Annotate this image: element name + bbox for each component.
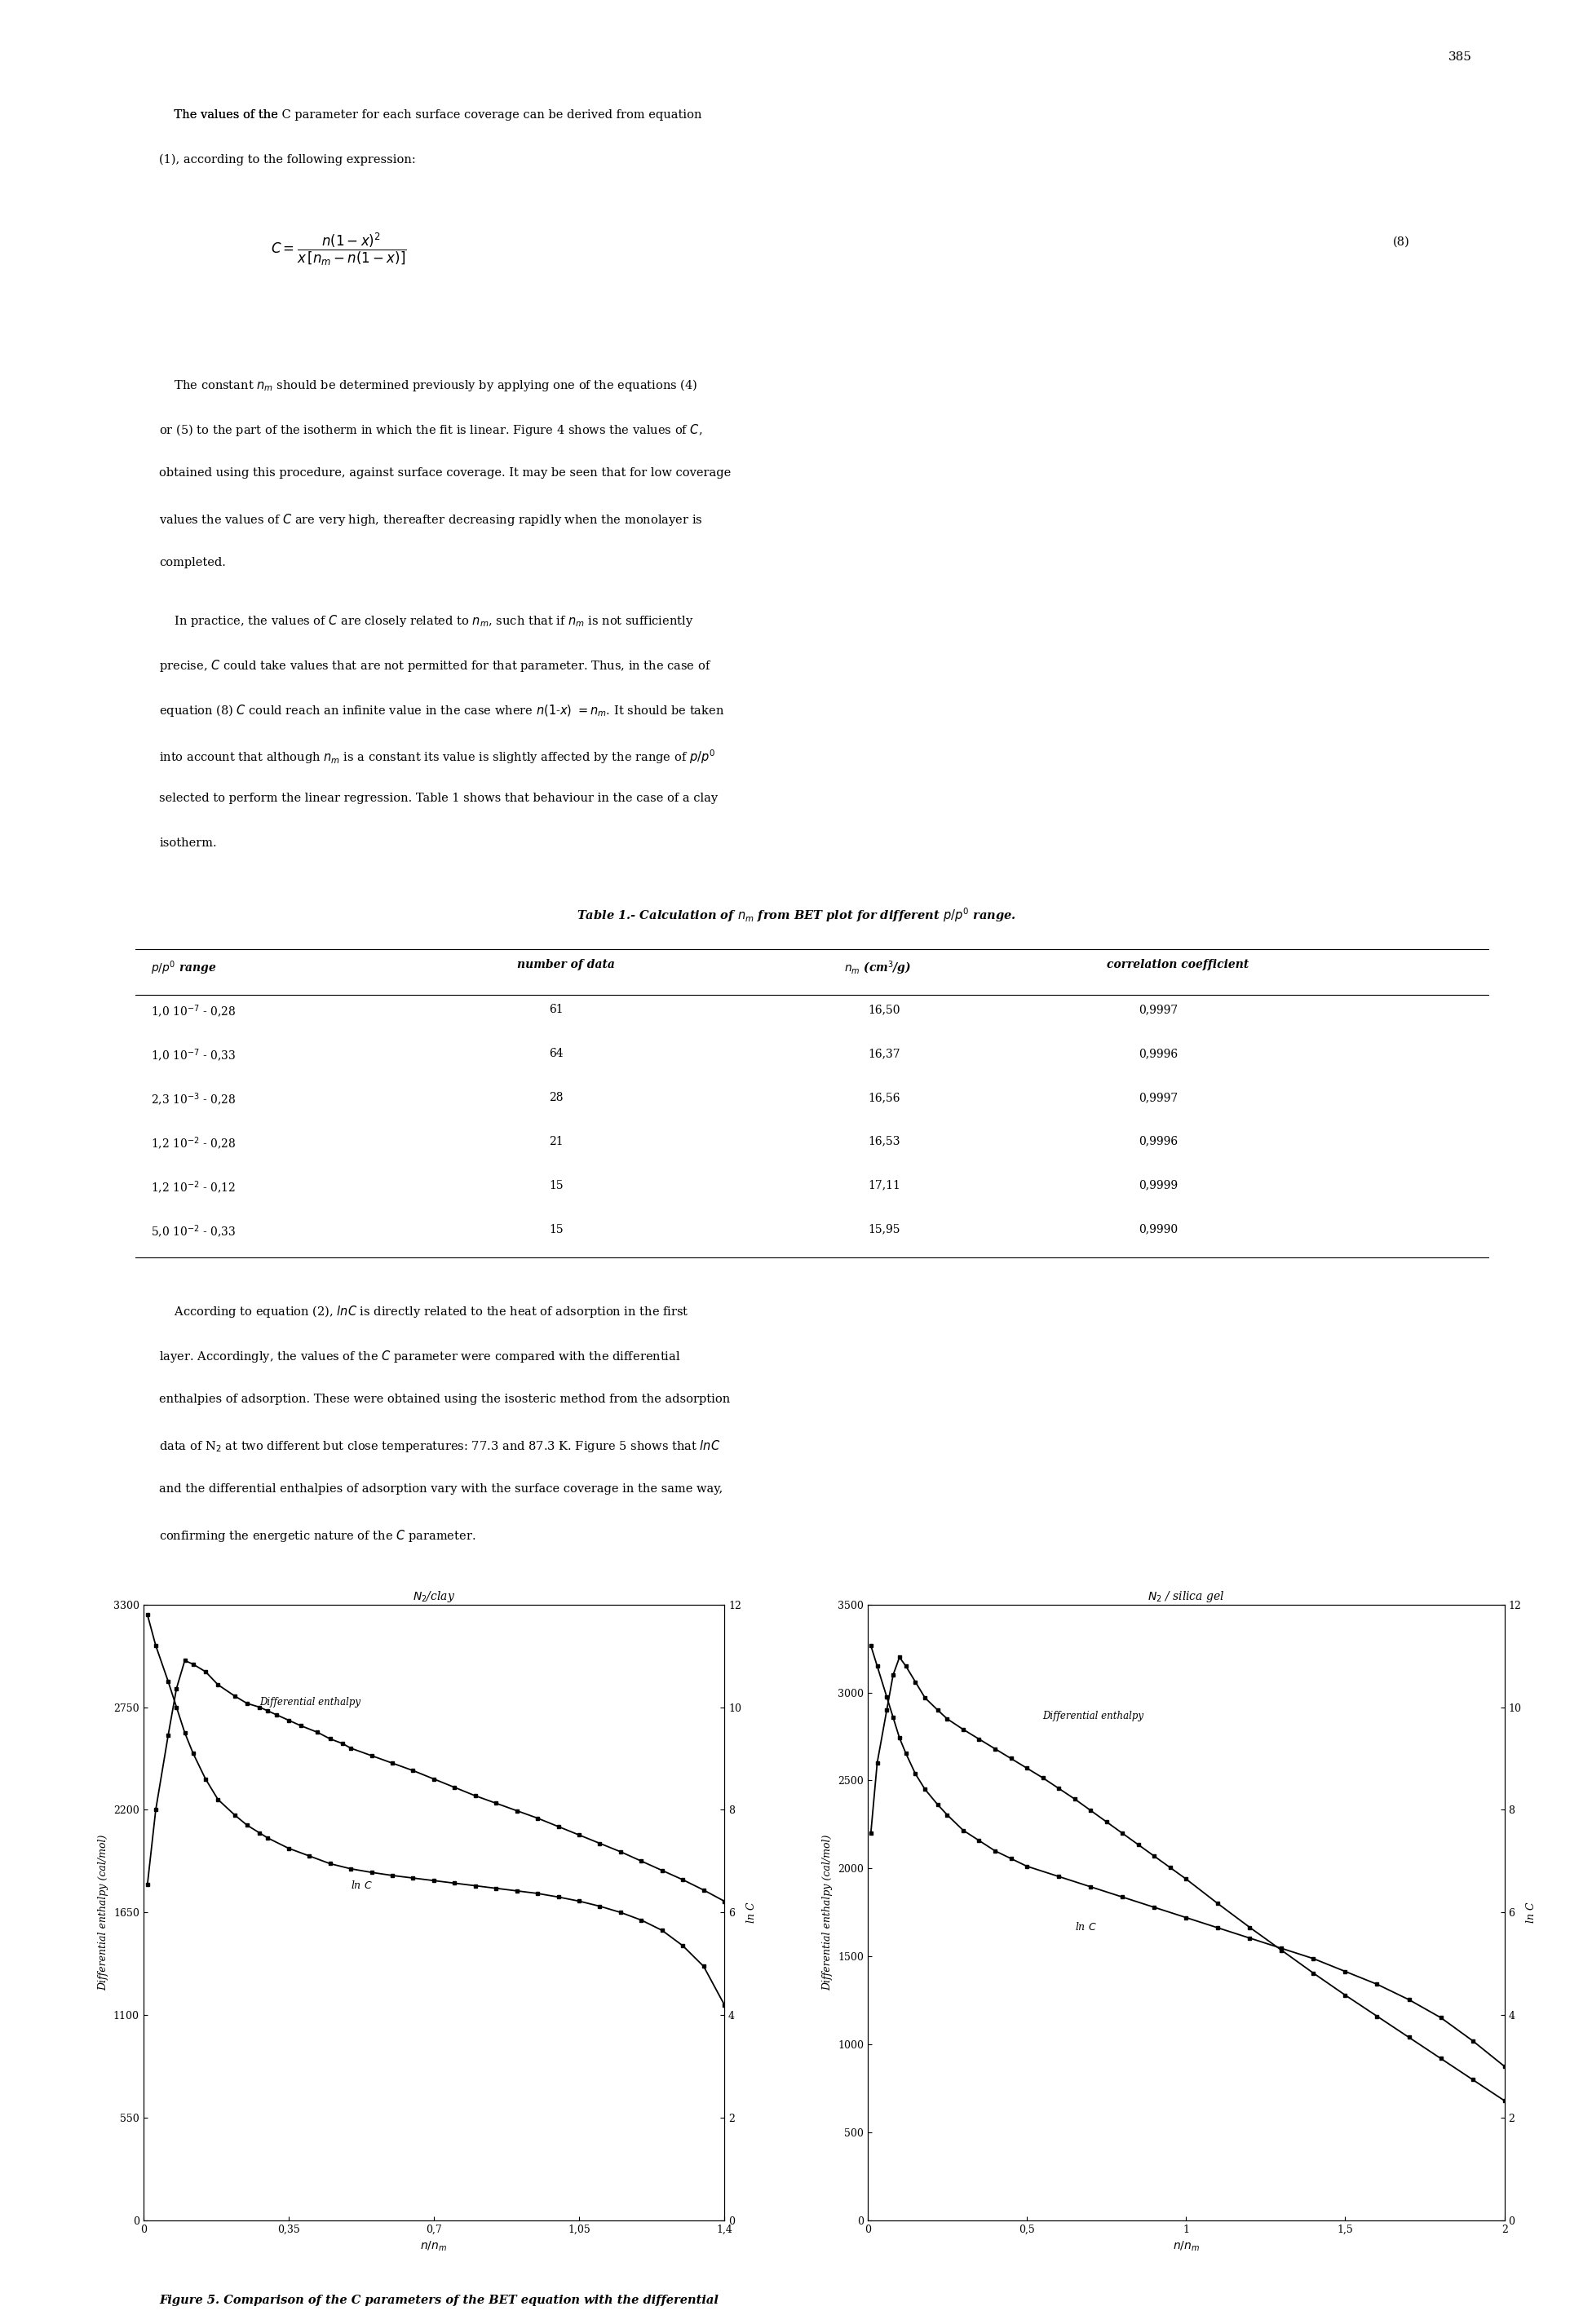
Text: Table 1.- Calculation of $n_m$ from BET plot for different $p/p^0$ range.: Table 1.- Calculation of $n_m$ from BET … xyxy=(576,906,1016,925)
Text: According to equation (2), $lnC$ is directly related to the heat of adsorption i: According to equation (2), $lnC$ is dire… xyxy=(159,1304,689,1320)
Text: 1,2 10$^{-2}$ - 0,12: 1,2 10$^{-2}$ - 0,12 xyxy=(151,1181,236,1197)
Text: 28: 28 xyxy=(549,1092,564,1104)
Text: The constant $n_m$ should be determined previously by applying one of the equati: The constant $n_m$ should be determined … xyxy=(159,379,697,393)
Text: layer. Accordingly, the values of the $C$ parameter were compared with the diffe: layer. Accordingly, the values of the $C… xyxy=(159,1348,681,1364)
Title: $N_2$/clay: $N_2$/clay xyxy=(412,1590,455,1604)
Text: data of N$_2$ at two different but close temperatures: 77.3 and 87.3 K. Figure 5: data of N$_2$ at two different but close… xyxy=(159,1439,721,1455)
Text: 16,37: 16,37 xyxy=(868,1048,899,1060)
X-axis label: $n/n_m$: $n/n_m$ xyxy=(420,2240,447,2252)
Y-axis label: Differential enthalpy (cal/mol): Differential enthalpy (cal/mol) xyxy=(99,1834,108,1989)
Text: $n_m$ (cm$^3$/g): $n_m$ (cm$^3$/g) xyxy=(844,960,911,976)
Text: 2,3 10$^{-3}$ - 0,28: 2,3 10$^{-3}$ - 0,28 xyxy=(151,1092,237,1109)
Text: 61: 61 xyxy=(549,1004,564,1016)
Text: 0,9996: 0,9996 xyxy=(1138,1136,1178,1148)
Text: ln $C$: ln $C$ xyxy=(350,1880,373,1892)
Text: In practice, the values of $C$ are closely related to $n_m$, such that if $n_m$ : In practice, the values of $C$ are close… xyxy=(159,614,694,630)
Text: (8): (8) xyxy=(1393,237,1411,246)
Text: isotherm.: isotherm. xyxy=(159,837,217,848)
Text: ln $C$: ln $C$ xyxy=(1075,1922,1097,1934)
Text: number of data: number of data xyxy=(517,960,615,971)
Text: 15: 15 xyxy=(549,1181,564,1192)
Text: 0,9997: 0,9997 xyxy=(1138,1004,1178,1016)
Text: 21: 21 xyxy=(549,1136,564,1148)
Text: confirming the energetic nature of the $C$ parameter.: confirming the energetic nature of the $… xyxy=(159,1527,476,1543)
Text: 15: 15 xyxy=(549,1225,564,1234)
Text: values the values of $C$ are very high, thereafter decreasing rapidly when the m: values the values of $C$ are very high, … xyxy=(159,511,704,528)
Text: equation (8) $C$ could reach an infinite value in the case where $n(1$-$x)$ $=n_: equation (8) $C$ could reach an infinite… xyxy=(159,704,724,718)
Text: selected to perform the linear regression. Table 1 shows that behaviour in the c: selected to perform the linear regressio… xyxy=(159,792,718,804)
X-axis label: $n/n_m$: $n/n_m$ xyxy=(1173,2240,1199,2252)
Text: correlation coefficient: correlation coefficient xyxy=(1106,960,1248,971)
Y-axis label: ln C: ln C xyxy=(747,1901,756,1922)
Text: Differential enthalpy: Differential enthalpy xyxy=(1043,1710,1145,1722)
Text: 5,0 10$^{-2}$ - 0,33: 5,0 10$^{-2}$ - 0,33 xyxy=(151,1225,236,1241)
Text: enthalpies of adsorption. These were obtained using the isosteric method from th: enthalpies of adsorption. These were obt… xyxy=(159,1394,731,1406)
Text: 1,0 10$^{-7}$ - 0,28: 1,0 10$^{-7}$ - 0,28 xyxy=(151,1004,237,1020)
Text: $C = \dfrac{n(1-x)^{2}}{x\,[n_{m} - n(1-x)]}$: $C = \dfrac{n(1-x)^{2}}{x\,[n_{m} - n(1-… xyxy=(271,232,406,267)
Text: Figure 5. Comparison of the C parameters of the BET equation with the differenti: Figure 5. Comparison of the C parameters… xyxy=(159,2294,718,2305)
Text: into account that although $n_m$ is a constant its value is slightly affected by: into account that although $n_m$ is a co… xyxy=(159,748,715,765)
Text: 15,95: 15,95 xyxy=(868,1225,899,1234)
Text: 16,50: 16,50 xyxy=(868,1004,899,1016)
Text: 0,9999: 0,9999 xyxy=(1138,1181,1178,1192)
Text: and the differential enthalpies of adsorption vary with the surface coverage in : and the differential enthalpies of adsor… xyxy=(159,1483,723,1494)
Text: completed.: completed. xyxy=(159,558,226,567)
Text: 16,53: 16,53 xyxy=(868,1136,899,1148)
Text: 0,9990: 0,9990 xyxy=(1138,1225,1178,1234)
Text: 0,9996: 0,9996 xyxy=(1138,1048,1178,1060)
Text: 16,56: 16,56 xyxy=(868,1092,899,1104)
Text: 385: 385 xyxy=(1449,51,1473,63)
Text: 0,9997: 0,9997 xyxy=(1138,1092,1178,1104)
Text: The values of the ​C​ parameter for each surface coverage can be derived from eq: The values of the ​C​ parameter for each… xyxy=(159,109,702,121)
Text: The values of the: The values of the xyxy=(159,109,282,121)
Text: 1,0 10$^{-7}$ - 0,33: 1,0 10$^{-7}$ - 0,33 xyxy=(151,1048,236,1064)
Y-axis label: ln C: ln C xyxy=(1527,1901,1536,1922)
Text: 1,2 10$^{-2}$ - 0,28: 1,2 10$^{-2}$ - 0,28 xyxy=(151,1136,237,1153)
Text: Differential enthalpy: Differential enthalpy xyxy=(259,1697,361,1708)
Text: 17,11: 17,11 xyxy=(868,1181,899,1192)
Y-axis label: Differential enthalpy (cal/mol): Differential enthalpy (cal/mol) xyxy=(823,1834,833,1989)
Text: (1), according to the following expression:: (1), according to the following expressi… xyxy=(159,153,416,165)
Text: or (5) to the part of the isotherm in which the fit is linear. Figure 4 shows th: or (5) to the part of the isotherm in wh… xyxy=(159,423,702,437)
Text: obtained using this procedure, against surface coverage. It may be seen that for: obtained using this procedure, against s… xyxy=(159,467,731,479)
Text: 64: 64 xyxy=(549,1048,564,1060)
Title: $N_2$ / silica gel: $N_2$ / silica gel xyxy=(1148,1590,1224,1604)
Text: precise, $C$ could take values that are not permitted for that parameter. Thus, : precise, $C$ could take values that are … xyxy=(159,658,712,674)
Text: $p/p^0$ range: $p/p^0$ range xyxy=(151,960,217,976)
